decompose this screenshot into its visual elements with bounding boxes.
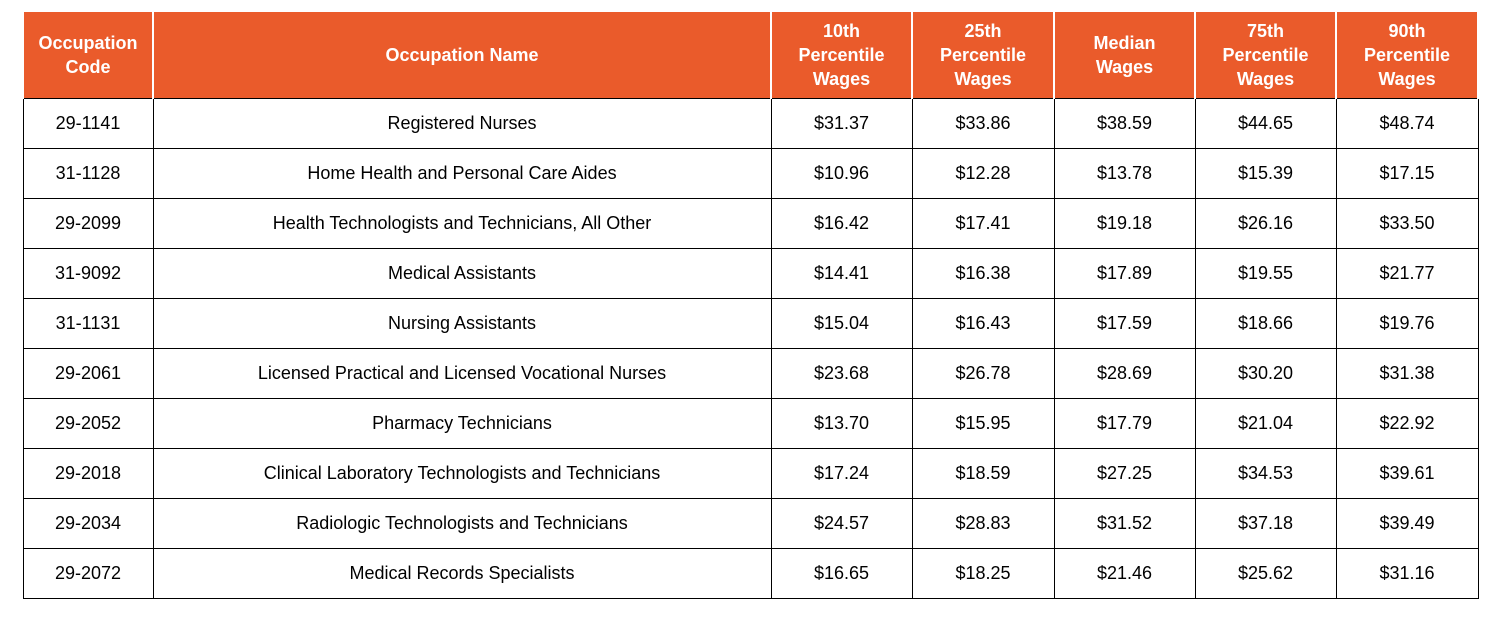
wage-cell: $25.62: [1194, 548, 1337, 599]
wage-cell: $21.04: [1194, 398, 1337, 449]
wage-cell: $18.59: [911, 448, 1055, 499]
occupation-name-cell: Registered Nurses: [152, 98, 772, 149]
occupation-code-cell: 29-2034: [22, 498, 154, 549]
occupation-code-cell: 29-2061: [22, 348, 154, 399]
occupation-name-cell: Clinical Laboratory Technologists and Te…: [152, 448, 772, 499]
wage-cell: $19.55: [1194, 248, 1337, 299]
wage-cell: $34.53: [1194, 448, 1337, 499]
wage-cell: $17.79: [1053, 398, 1196, 449]
wage-cell: $17.24: [770, 448, 913, 499]
column-header: 75th Percentile Wages: [1194, 12, 1337, 99]
wage-cell: $39.49: [1335, 498, 1479, 549]
header-row: Occupation Code Occupation Name 10th Percent…: [22, 12, 1479, 99]
column-header: 25th Percentile Wages: [911, 12, 1055, 99]
wage-cell: $19.18: [1053, 198, 1196, 249]
wage-cell: $17.15: [1335, 148, 1479, 199]
wage-cell: $19.76: [1335, 298, 1479, 349]
occupation-name-cell: Medical Records Specialists: [152, 548, 772, 599]
wage-cell: $13.78: [1053, 148, 1196, 199]
wage-cell: $16.65: [770, 548, 913, 599]
wage-cell: $48.74: [1335, 98, 1479, 149]
wage-table: Occupation Code Occupation Name 10th Percent…: [22, 12, 1479, 599]
table-row: 31-9092 Medical Assistants $14.41 $16.38 $17…: [22, 248, 1479, 299]
occupation-code-cell: 29-2052: [22, 398, 154, 449]
wage-cell: $21.46: [1053, 548, 1196, 599]
occupation-code-cell: 29-2099: [22, 198, 154, 249]
occupation-name-cell: Home Health and Personal Care Aides: [152, 148, 772, 199]
column-header: Median Wages: [1053, 12, 1196, 99]
table-row: 29-2034 Radiologic Technologists and Tech…: [22, 498, 1479, 549]
occupation-name-cell: Health Technologists and Technicians, Al…: [152, 198, 772, 249]
table-row: 31-1128 Home Health and Personal Care Aid…: [22, 148, 1479, 199]
occupation-code-cell: 29-1141: [22, 98, 154, 149]
wage-cell: $18.66: [1194, 298, 1337, 349]
wage-cell: $37.18: [1194, 498, 1337, 549]
occupation-code-cell: 31-1131: [22, 298, 154, 349]
wage-cell: $17.89: [1053, 248, 1196, 299]
occupation-code-cell: 31-9092: [22, 248, 154, 299]
wage-cell: $38.59: [1053, 98, 1196, 149]
wage-cell: $31.37: [770, 98, 913, 149]
wage-cell: $17.59: [1053, 298, 1196, 349]
table-row: 29-2072 Medical Records Specialists $16.65…: [22, 548, 1479, 599]
table-row: 31-1131 Nursing Assistants $15.04 $16.43 $17…: [22, 298, 1479, 349]
occupation-name-cell: Nursing Assistants: [152, 298, 772, 349]
column-header: 10th Percentile Wages: [770, 12, 913, 99]
wage-cell: $16.38: [911, 248, 1055, 299]
wage-cell: $31.38: [1335, 348, 1479, 399]
wage-cell: $28.83: [911, 498, 1055, 549]
column-header: Occupation Name: [152, 12, 772, 99]
wage-cell: $21.77: [1335, 248, 1479, 299]
occupation-name-cell: Medical Assistants: [152, 248, 772, 299]
wage-cell: $27.25: [1053, 448, 1196, 499]
wage-cell: $26.16: [1194, 198, 1337, 249]
wage-cell: $44.65: [1194, 98, 1337, 149]
wage-cell: $16.42: [770, 198, 913, 249]
wage-cell: $28.69: [1053, 348, 1196, 399]
column-header: 90th Percentile Wages: [1335, 12, 1479, 99]
wage-cell: $22.92: [1335, 398, 1479, 449]
wage-cell: $30.20: [1194, 348, 1337, 399]
wage-cell: $15.95: [911, 398, 1055, 449]
wage-cell: $39.61: [1335, 448, 1479, 499]
wage-cell: $13.70: [770, 398, 913, 449]
wage-cell: $24.57: [770, 498, 913, 549]
wage-cell: $15.39: [1194, 148, 1337, 199]
wage-table-container: Occupation Code Occupation Name 10th Percent…: [22, 12, 1479, 599]
wage-cell: $16.43: [911, 298, 1055, 349]
occupation-code-cell: 29-2018: [22, 448, 154, 499]
wage-cell: $17.41: [911, 198, 1055, 249]
wage-cell: $12.28: [911, 148, 1055, 199]
table-row: 29-2099 Health Technologists and Technici…: [22, 198, 1479, 249]
column-header: Occupation Code: [22, 12, 154, 99]
wage-cell: $26.78: [911, 348, 1055, 399]
occupation-name-cell: Licensed Practical and Licensed Vocation…: [152, 348, 772, 399]
table-header: Occupation Code Occupation Name 10th Percent…: [22, 12, 1479, 99]
wage-cell: $10.96: [770, 148, 913, 199]
occupation-code-cell: 29-2072: [22, 548, 154, 599]
occupation-code-cell: 31-1128: [22, 148, 154, 199]
wage-cell: $18.25: [911, 548, 1055, 599]
table-body: 29-1141 Registered Nurses $31.37 $33.86 $38.…: [22, 98, 1479, 599]
table-row: 29-2052 Pharmacy Technicians $13.70 $15.95 $…: [22, 398, 1479, 449]
wage-cell: $33.50: [1335, 198, 1479, 249]
wage-cell: $23.68: [770, 348, 913, 399]
wage-cell: $31.16: [1335, 548, 1479, 599]
table-row: 29-1141 Registered Nurses $31.37 $33.86 $38.…: [22, 98, 1479, 149]
occupation-name-cell: Pharmacy Technicians: [152, 398, 772, 449]
table-row: 29-2018 Clinical Laboratory Technologists…: [22, 448, 1479, 499]
wage-cell: $14.41: [770, 248, 913, 299]
table-row: 29-2061 Licensed Practical and Licensed V…: [22, 348, 1479, 399]
wage-cell: $31.52: [1053, 498, 1196, 549]
wage-cell: $33.86: [911, 98, 1055, 149]
wage-cell: $15.04: [770, 298, 913, 349]
occupation-name-cell: Radiologic Technologists and Technicians: [152, 498, 772, 549]
